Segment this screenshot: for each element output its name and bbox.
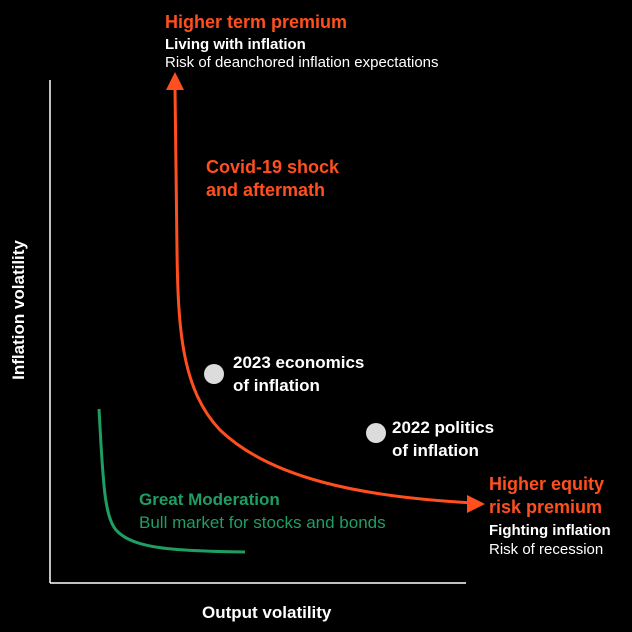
covid-label-line2: and aftermath <box>206 180 326 200</box>
politics-label-line1: 2022 politics <box>392 418 495 437</box>
right-regime-subtitle: Fighting inflation <box>489 522 611 539</box>
top-regime-description: Risk of deanchored inflation expectation… <box>165 54 439 71</box>
arrow-right-head <box>467 495 485 513</box>
great-moderation-title: Great Moderation <box>139 490 280 509</box>
politics-label-line2: of inflation <box>392 441 479 460</box>
right-regime-title-line2: risk premium <box>489 497 603 517</box>
economics-label-line2: of inflation <box>233 376 320 395</box>
top-regime-title: Higher term premium <box>165 12 348 32</box>
top-regime-subtitle: Living with inflation <box>165 36 306 53</box>
economics-label-line1: 2023 economics <box>233 353 365 372</box>
great-moderation-curve <box>97 408 246 554</box>
right-regime-title-line1: Higher equity <box>489 474 605 494</box>
y-axis-label: Inflation volatility <box>9 240 28 380</box>
x-axis-label: Output volatility <box>202 603 332 622</box>
point-2022-politics <box>366 423 386 443</box>
tradeoff-curve <box>173 87 475 505</box>
covid-label-line1: Covid-19 shock <box>206 157 340 177</box>
great-moderation-subtitle: Bull market for stocks and bonds <box>139 513 386 532</box>
right-regime-description: Risk of recession <box>489 541 604 558</box>
point-2023-economics <box>204 364 224 384</box>
arrow-up-head <box>166 72 184 90</box>
